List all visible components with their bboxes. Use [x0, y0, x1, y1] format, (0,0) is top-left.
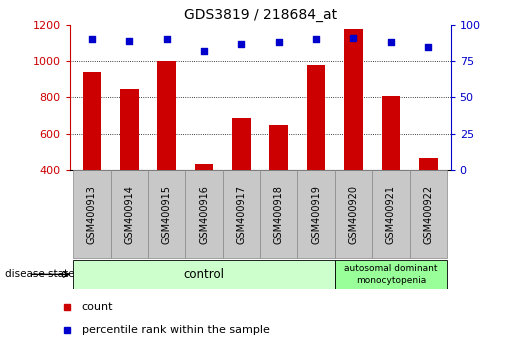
Text: GSM400918: GSM400918: [274, 185, 284, 244]
Text: GSM400922: GSM400922: [423, 184, 433, 244]
Point: [387, 39, 395, 45]
Point: [125, 38, 133, 44]
Bar: [344, 29, 363, 242]
Bar: [269, 125, 288, 242]
Bar: [120, 89, 139, 242]
Point: [424, 44, 432, 49]
FancyBboxPatch shape: [335, 260, 447, 289]
Point: [349, 35, 357, 41]
FancyBboxPatch shape: [372, 170, 409, 258]
Bar: [232, 118, 251, 242]
Point: [163, 36, 171, 42]
Text: GSM400913: GSM400913: [87, 185, 97, 244]
Title: GDS3819 / 218684_at: GDS3819 / 218684_at: [183, 8, 337, 22]
Text: GSM400921: GSM400921: [386, 185, 396, 244]
FancyBboxPatch shape: [260, 170, 298, 258]
FancyBboxPatch shape: [148, 170, 185, 258]
Bar: [82, 72, 101, 242]
Text: GSM400920: GSM400920: [349, 185, 358, 244]
Point: [200, 48, 208, 54]
Point: [237, 41, 246, 46]
FancyBboxPatch shape: [222, 170, 260, 258]
Text: GSM400919: GSM400919: [311, 185, 321, 244]
Text: GSM400914: GSM400914: [124, 185, 134, 244]
FancyBboxPatch shape: [335, 170, 372, 258]
FancyBboxPatch shape: [298, 170, 335, 258]
Bar: [307, 65, 325, 242]
FancyBboxPatch shape: [73, 260, 335, 289]
Bar: [419, 158, 438, 242]
Text: count: count: [81, 302, 113, 312]
Point: [274, 39, 283, 45]
Text: GSM400915: GSM400915: [162, 185, 171, 244]
Text: autosomal dominant
monocytopenia: autosomal dominant monocytopenia: [344, 264, 438, 285]
Text: disease state: disease state: [5, 269, 75, 279]
Point: [88, 36, 96, 42]
Point: [312, 36, 320, 42]
FancyBboxPatch shape: [73, 170, 111, 258]
Bar: [382, 96, 400, 242]
FancyBboxPatch shape: [111, 170, 148, 258]
Text: percentile rank within the sample: percentile rank within the sample: [81, 325, 269, 335]
FancyBboxPatch shape: [185, 170, 222, 258]
Bar: [157, 61, 176, 242]
Bar: [195, 165, 213, 242]
FancyBboxPatch shape: [409, 170, 447, 258]
Text: control: control: [183, 268, 225, 281]
Text: GSM400916: GSM400916: [199, 185, 209, 244]
Text: GSM400917: GSM400917: [236, 185, 246, 244]
